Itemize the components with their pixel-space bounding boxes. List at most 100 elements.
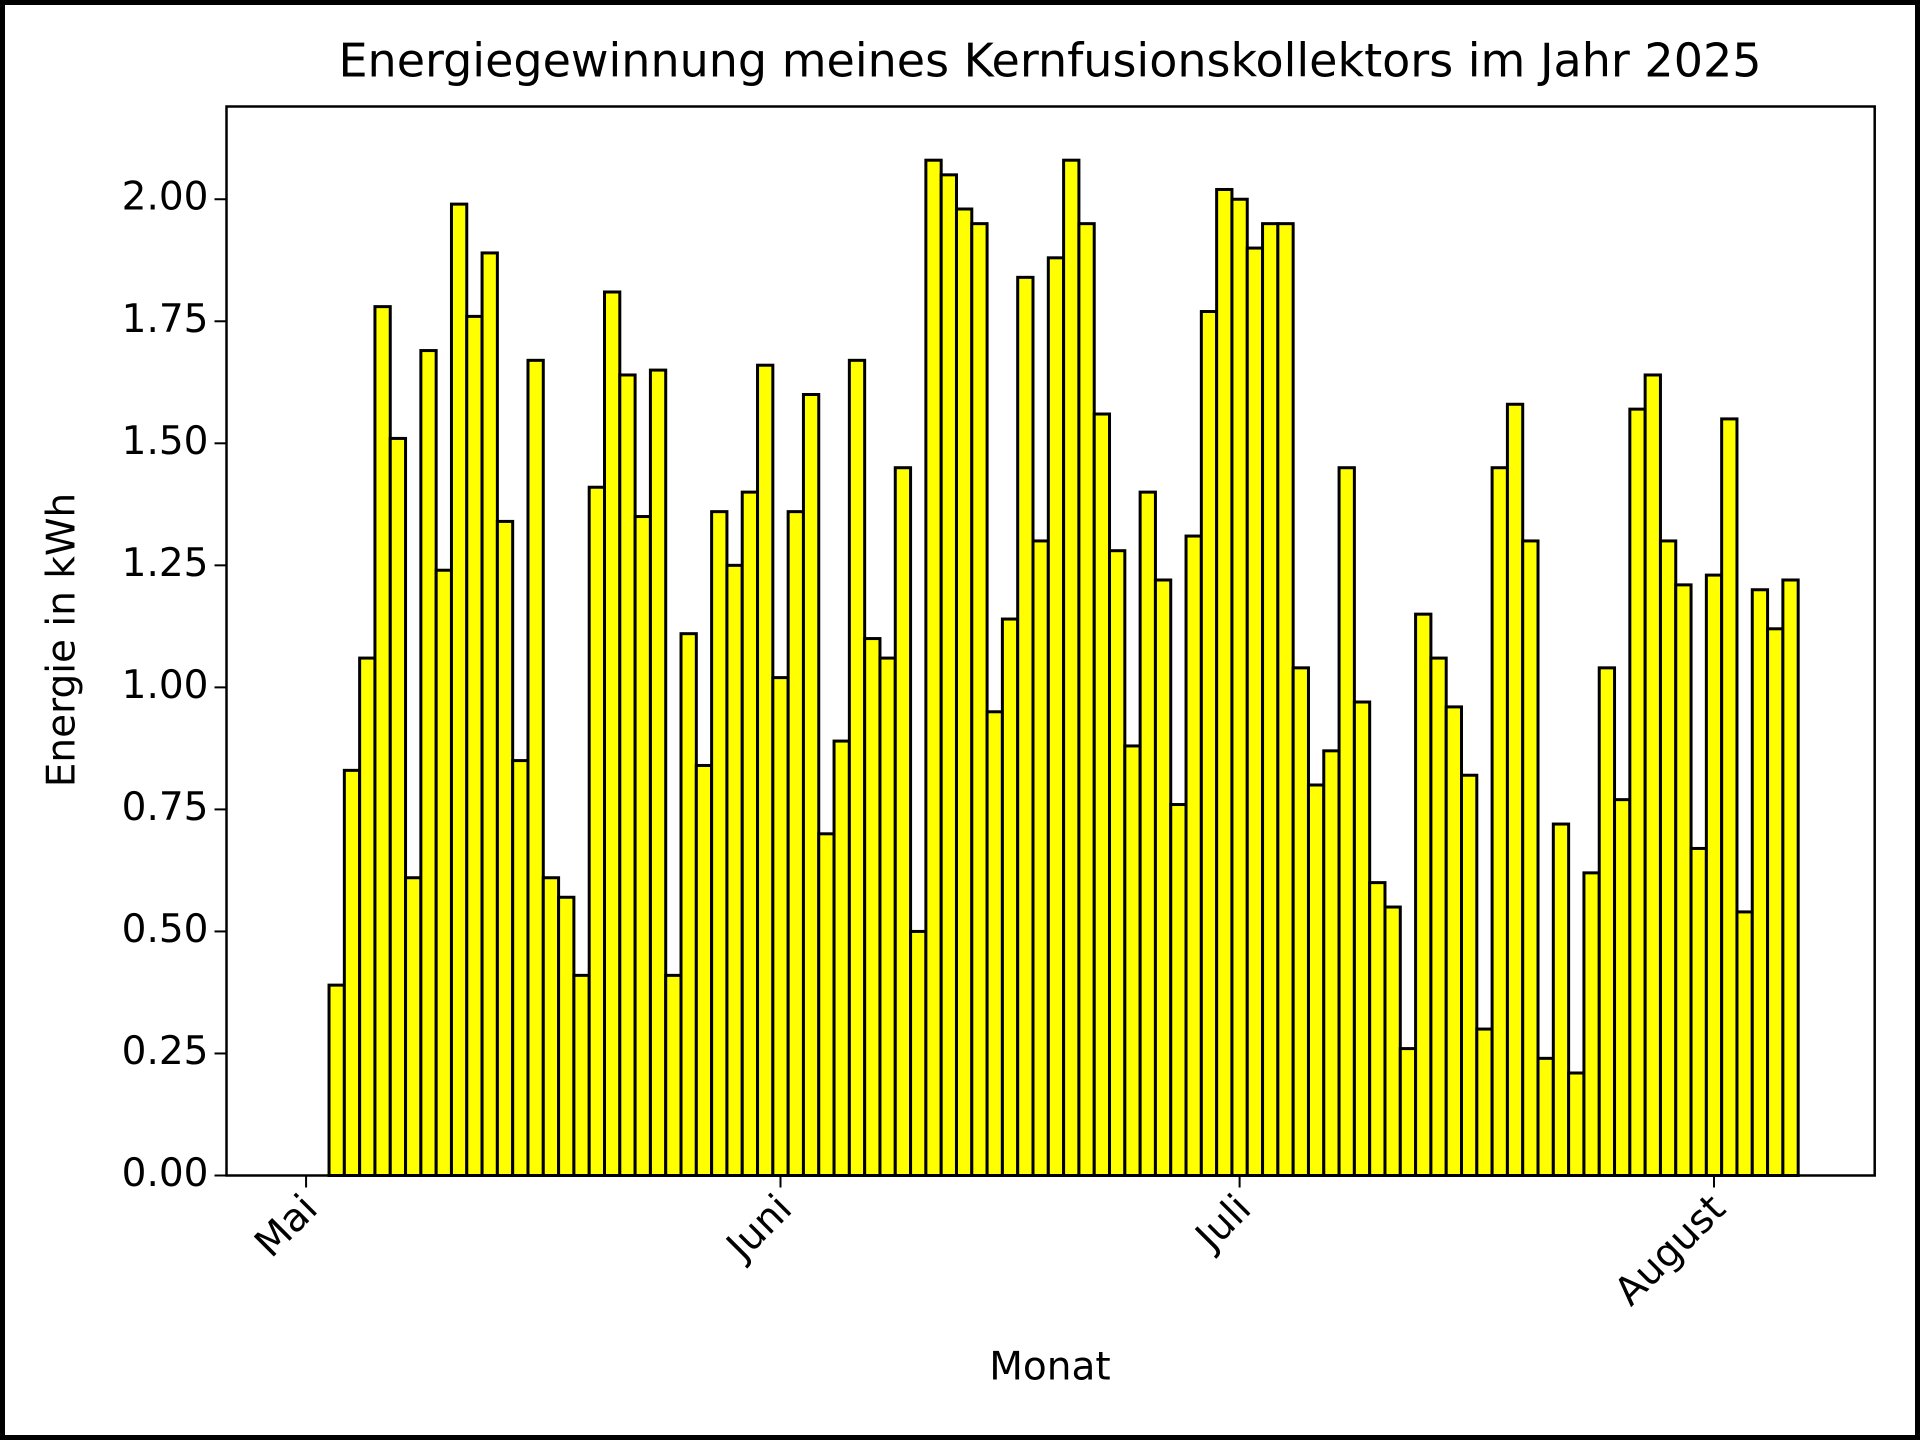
bar xyxy=(1153,578,1173,1177)
bar xyxy=(1276,222,1295,1177)
bar xyxy=(1551,822,1571,1178)
chart-title: Energiegewinnung meines Kernfusionskolle… xyxy=(338,34,1761,88)
bar xyxy=(1031,539,1050,1177)
bar xyxy=(1536,1056,1555,1178)
bar xyxy=(1368,881,1387,1177)
y-tick-label: 1.00 xyxy=(122,663,209,708)
bar xyxy=(1643,373,1662,1177)
bar xyxy=(1628,407,1647,1177)
bar xyxy=(1613,798,1632,1177)
bar xyxy=(1062,158,1081,1177)
bar xyxy=(1735,910,1754,1177)
bar xyxy=(1781,578,1800,1177)
x-axis-label: Monat xyxy=(989,1345,1110,1390)
y-tick-label: 1.25 xyxy=(122,541,209,586)
y-tick-label: 1.50 xyxy=(122,419,209,464)
bar xyxy=(878,656,897,1177)
bar xyxy=(327,983,346,1177)
bar xyxy=(419,349,438,1178)
bar xyxy=(1383,905,1402,1177)
bar xyxy=(1322,749,1341,1178)
bar xyxy=(1750,588,1770,1177)
bar xyxy=(1000,617,1020,1177)
bar xyxy=(1138,490,1157,1177)
bar xyxy=(465,314,484,1178)
bar xyxy=(679,632,698,1177)
bar xyxy=(1092,412,1112,1177)
bar xyxy=(970,222,989,1177)
bar xyxy=(1291,666,1310,1177)
bar xyxy=(1582,871,1601,1177)
bar xyxy=(648,368,668,1177)
bar xyxy=(449,202,469,1178)
bar xyxy=(1261,222,1280,1177)
bar xyxy=(495,519,515,1177)
bar xyxy=(1475,1027,1494,1177)
bar xyxy=(1352,700,1372,1177)
bar xyxy=(1505,402,1525,1177)
bar xyxy=(1658,539,1678,1177)
bar xyxy=(1108,549,1127,1177)
y-tick-label: 0.00 xyxy=(122,1151,209,1196)
bar xyxy=(633,515,652,1177)
bar xyxy=(847,358,867,1177)
bar xyxy=(1184,534,1203,1177)
bar xyxy=(1460,773,1479,1177)
bar xyxy=(694,763,714,1177)
bar xyxy=(924,158,943,1177)
bar xyxy=(1521,539,1540,1177)
bar xyxy=(801,392,821,1177)
bar xyxy=(1337,466,1356,1177)
bar xyxy=(1306,783,1326,1178)
bar xyxy=(954,207,974,1178)
bar xyxy=(832,739,851,1177)
bar xyxy=(1429,656,1448,1177)
bar xyxy=(1490,466,1509,1177)
y-tick-label: 0.75 xyxy=(122,785,209,830)
bar xyxy=(388,436,408,1177)
bar xyxy=(1720,417,1739,1177)
bar xyxy=(541,876,561,1177)
bar xyxy=(373,305,392,1177)
bar xyxy=(434,568,453,1177)
bar xyxy=(526,358,545,1177)
y-tick-label: 1.75 xyxy=(122,297,209,342)
bar xyxy=(1230,197,1249,1178)
bar xyxy=(511,759,530,1177)
bar xyxy=(1245,246,1265,1178)
bar xyxy=(404,876,423,1177)
bar xyxy=(1444,705,1464,1178)
bar xyxy=(1689,846,1708,1177)
bar xyxy=(342,768,362,1177)
bar xyxy=(358,656,377,1177)
bar xyxy=(985,710,1004,1178)
bar xyxy=(786,510,805,1177)
bar xyxy=(1123,744,1142,1178)
bar xyxy=(863,637,882,1177)
bar xyxy=(725,563,744,1177)
bar xyxy=(740,490,760,1177)
bar xyxy=(1199,310,1219,1178)
bar xyxy=(618,373,637,1177)
bar xyxy=(1077,222,1096,1177)
bar xyxy=(1597,666,1617,1177)
bar xyxy=(1016,275,1035,1178)
bar xyxy=(572,973,591,1177)
bar xyxy=(664,973,683,1177)
bar xyxy=(1704,573,1724,1177)
bar xyxy=(1398,1047,1418,1178)
plot-frame xyxy=(225,105,1876,1177)
bar xyxy=(939,173,958,1178)
bar xyxy=(909,929,928,1178)
bar xyxy=(1215,187,1234,1177)
y-tick-label: 0.50 xyxy=(122,907,209,952)
bar xyxy=(480,251,499,1177)
y-tick-label: 2.00 xyxy=(122,175,209,220)
bar xyxy=(756,363,775,1177)
bar xyxy=(1169,803,1188,1177)
bar xyxy=(893,466,913,1177)
bar xyxy=(1766,627,1785,1177)
y-tick-label: 0.25 xyxy=(122,1029,209,1074)
bar xyxy=(587,485,606,1177)
